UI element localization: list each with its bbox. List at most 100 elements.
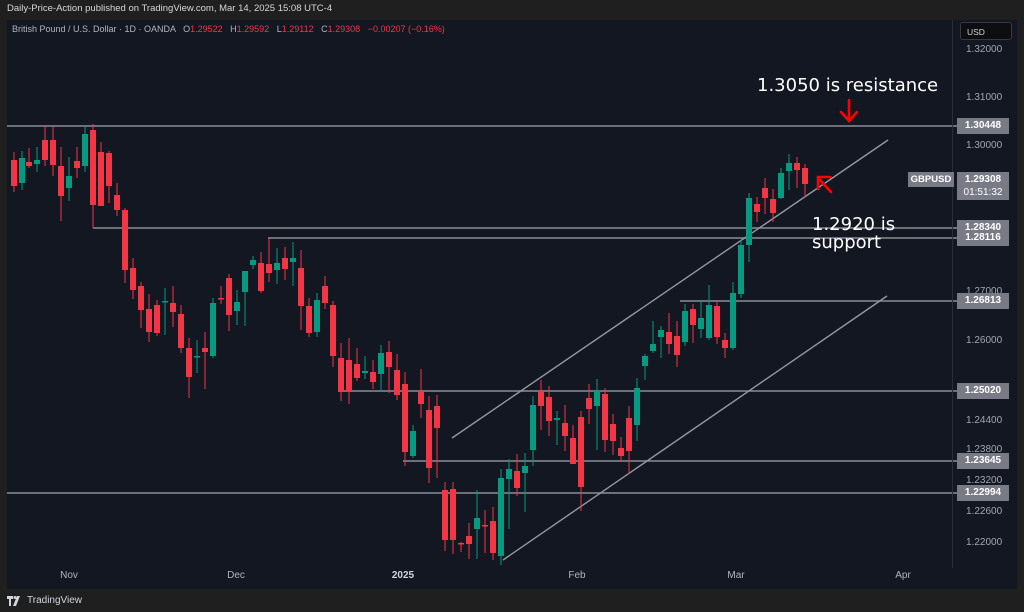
bearish-candle — [178, 314, 184, 348]
bullish-candle — [250, 260, 256, 265]
price-tick: 1.30000 — [966, 140, 1003, 151]
bullish-candle — [194, 356, 200, 358]
bullish-candle — [82, 134, 88, 166]
tradingview-logo-icon — [7, 595, 20, 606]
bearish-candle — [170, 303, 176, 312]
last-price-label: 1.29308 01:51:32 — [957, 172, 1009, 200]
channel-trendline — [451, 139, 889, 439]
level-price-label: 1.23645 — [957, 453, 1009, 469]
open-value: 1.29522 — [190, 24, 223, 34]
time-tick: Feb — [568, 570, 586, 581]
currency-button[interactable]: USD — [960, 22, 1012, 40]
bearish-candle — [146, 309, 152, 332]
bearish-candle — [306, 306, 312, 333]
price-tick: 1.32000 — [966, 44, 1003, 55]
bearish-candle — [722, 340, 728, 348]
level-price-label: 1.28116 — [957, 230, 1009, 246]
bullish-candle — [234, 302, 240, 311]
bullish-candle — [594, 391, 600, 406]
bullish-candle — [378, 353, 384, 374]
bullish-candle — [634, 388, 640, 425]
bearish-candle — [714, 306, 720, 337]
bearish-candle — [602, 394, 608, 440]
bearish-candle — [218, 298, 224, 300]
bullish-candle — [706, 305, 712, 338]
bearish-candle — [442, 490, 448, 540]
bullish-candle — [650, 344, 656, 351]
bearish-candle — [154, 305, 160, 333]
price-tick: 1.22000 — [966, 537, 1003, 548]
bullish-candle — [698, 318, 704, 329]
support-arrow-icon — [816, 175, 833, 194]
support-annotation-line2: support — [812, 232, 882, 253]
time-tick: Mar — [727, 570, 745, 581]
price-tick: 1.23200 — [966, 475, 1003, 486]
price-tick: 1.27000 — [966, 286, 1003, 297]
support-annotation-line1: 1.2920 is — [812, 214, 896, 235]
bearish-candle — [106, 153, 112, 186]
bearish-candle — [490, 521, 496, 553]
price-tick: 1.23800 — [966, 444, 1003, 455]
price-tick: 1.24400 — [966, 415, 1003, 426]
bearish-candle — [538, 391, 544, 406]
bearish-candle — [586, 398, 592, 409]
bearish-candle — [266, 264, 272, 273]
time-tick: 2025 — [391, 570, 415, 581]
resistance-annotation: 1.3050 is resistance — [757, 75, 939, 96]
bullish-candle — [642, 356, 648, 366]
change-value: −0.00207 (−0.16%) — [367, 24, 445, 34]
bearish-candle — [386, 352, 392, 367]
bearish-candle — [282, 258, 288, 269]
publish-line: Daily-Price-Action published on TradingV… — [7, 3, 333, 14]
bearish-candle — [226, 278, 232, 315]
bearish-candle — [626, 418, 632, 451]
bearish-candle — [466, 536, 472, 544]
close-value: 1.29308 — [327, 24, 361, 34]
bearish-candle — [322, 286, 328, 303]
time-tick: Nov — [60, 570, 78, 581]
symbol-legend: British Pound / U.S. Dollar · 1D · OANDA… — [12, 24, 445, 34]
bearish-candle — [450, 489, 456, 540]
price-tick: 1.22600 — [966, 506, 1003, 517]
bearish-candle — [570, 438, 576, 464]
level-price-label: 1.25020 — [957, 383, 1009, 399]
price-tick: 1.26000 — [966, 335, 1003, 346]
bullish-candle — [730, 293, 736, 348]
price-tick: 1.31000 — [966, 92, 1003, 103]
bearish-candle — [562, 423, 568, 436]
bullish-candle — [474, 518, 480, 529]
bearish-candle — [546, 397, 552, 421]
bearish-candle — [186, 348, 192, 377]
low-value: 1.29112 — [281, 24, 314, 34]
bullish-candle — [530, 405, 536, 450]
bearish-candle — [42, 140, 48, 160]
tradingview-brand[interactable]: TradingView — [7, 595, 82, 606]
bearish-candle — [122, 210, 128, 270]
channel-trendline — [502, 295, 888, 561]
bullish-candle — [362, 371, 368, 373]
time-axis[interactable]: Nov Dec 2025 Feb Mar Apr — [7, 568, 952, 589]
bullish-candle — [738, 245, 744, 294]
bullish-candle — [778, 173, 784, 198]
bullish-candle — [554, 418, 560, 420]
bullish-candle — [19, 158, 25, 183]
bearish-candle — [402, 384, 408, 452]
high-value: 1.29592 — [236, 24, 270, 34]
bearish-candle — [482, 525, 488, 527]
time-tick: Dec — [227, 570, 245, 581]
bearish-candle — [618, 448, 624, 456]
symbol-label: GBPUSD — [908, 172, 954, 187]
bearish-candle — [11, 160, 17, 186]
bearish-candle — [58, 166, 64, 196]
bearish-candle — [426, 410, 432, 468]
bullish-candle — [162, 301, 168, 303]
bearish-candle — [770, 199, 776, 213]
bearish-candle — [610, 424, 616, 441]
bearish-candle — [578, 417, 584, 487]
bearish-candle — [90, 130, 96, 205]
bearish-candle — [346, 360, 352, 392]
bearish-candle — [50, 140, 56, 165]
bullish-candle — [34, 160, 40, 164]
bearish-candle — [762, 188, 768, 198]
